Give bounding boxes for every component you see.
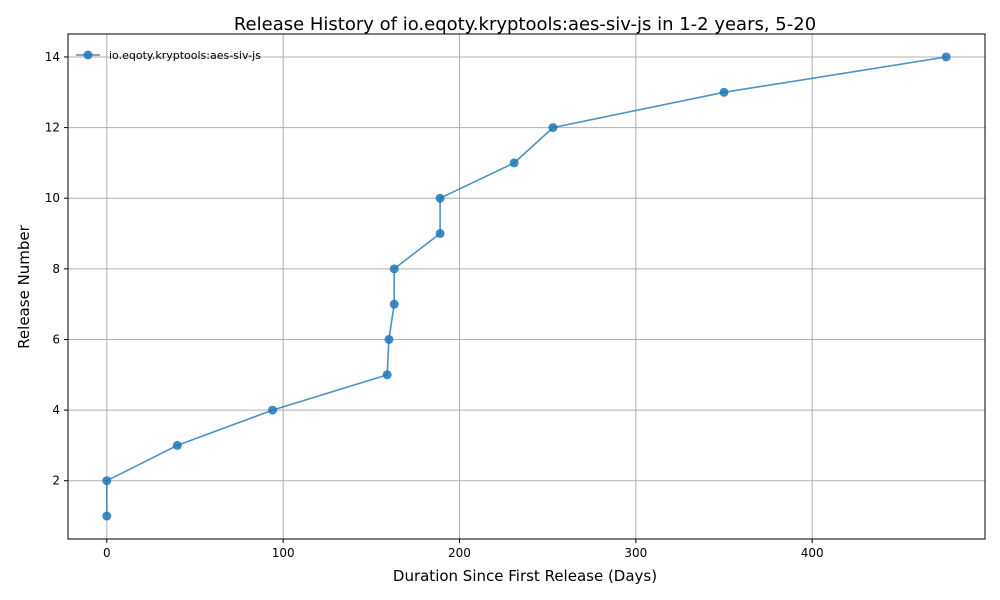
data-point — [719, 87, 729, 97]
series-line — [106, 56, 947, 516]
x-ticks: 0 100 200 300 400 — [103, 539, 824, 560]
legend: io.eqoty.kryptools:aes-siv-js — [76, 49, 261, 62]
series-layer — [102, 52, 951, 521]
data-point — [548, 123, 558, 133]
x-tick-label: 100 — [272, 546, 295, 560]
x-tick-label: 400 — [801, 546, 824, 560]
y-tick-label: 4 — [52, 403, 60, 417]
y-ticks: 2 4 6 8 10 12 14 — [45, 50, 68, 488]
x-tick-label: 200 — [448, 546, 471, 560]
y-axis-label: Release Number — [15, 224, 33, 348]
data-point — [384, 334, 394, 344]
data-point — [172, 440, 182, 450]
data-point — [102, 476, 112, 486]
legend-label: io.eqoty.kryptools:aes-siv-js — [109, 49, 261, 62]
y-tick-label: 8 — [52, 262, 60, 276]
x-tick-label: 300 — [624, 546, 647, 560]
plot-frame — [67, 33, 986, 540]
x-tick-label: 0 — [103, 546, 111, 560]
data-point — [389, 299, 399, 309]
data-point — [435, 229, 445, 239]
grid-lines — [68, 34, 985, 539]
y-tick-label: 12 — [45, 121, 60, 135]
y-tick-label: 2 — [52, 474, 60, 488]
chart-title: Release History of io.eqoty.kryptools:ae… — [234, 14, 816, 35]
data-point — [509, 158, 519, 168]
data-point — [941, 52, 951, 62]
y-tick-label: 14 — [45, 50, 60, 64]
data-point — [382, 370, 392, 380]
y-tick-label: 10 — [45, 191, 60, 205]
x-axis-label: Duration Since First Release (Days) — [393, 567, 657, 585]
legend-marker — [83, 50, 93, 60]
data-point — [102, 511, 112, 521]
data-point — [268, 405, 278, 415]
data-point — [389, 264, 399, 274]
data-point — [435, 193, 445, 203]
y-tick-label: 6 — [52, 332, 60, 346]
